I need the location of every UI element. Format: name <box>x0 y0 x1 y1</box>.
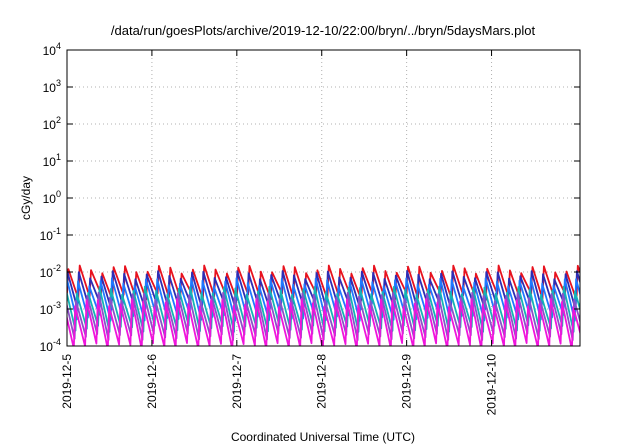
x-tick-label: 2019-12-7 <box>230 354 244 409</box>
y-tick-label: 10-1 <box>40 226 61 243</box>
y-tick-label: 10-3 <box>40 300 61 317</box>
x-axis-label: Coordinated Universal Time (UTC) <box>231 430 415 444</box>
chart-title: /data/run/goesPlots/archive/2019-12-10/2… <box>111 23 536 38</box>
y-tick-label: 104 <box>43 41 61 58</box>
y-tick-label: 100 <box>43 189 61 206</box>
series-group <box>67 264 580 346</box>
series-line <box>67 297 580 346</box>
y-axis: 104 103 102 101 100 10-1 10-2 10-3 10-4 <box>40 41 580 354</box>
y-axis-label: cGy/day <box>19 176 33 220</box>
x-tick-label: 2019-12-8 <box>315 354 329 409</box>
y-tick-label: 103 <box>43 78 61 95</box>
y-tick-label: 10-2 <box>40 263 61 280</box>
x-tick-label: 2019-12-6 <box>145 354 159 409</box>
x-tick-label: 2019-12-9 <box>400 354 414 409</box>
y-tick-label: 102 <box>43 115 61 132</box>
x-tick-label: 2019-12-5 <box>60 354 74 409</box>
x-axis: 2019-12-5 2019-12-6 2019-12-7 2019-12-8 2019… <box>60 50 499 415</box>
x-tick-label: 2019-12-10 <box>485 354 499 416</box>
y-tick-label: 10-4 <box>40 337 61 354</box>
y-tick-label: 101 <box>43 152 61 169</box>
